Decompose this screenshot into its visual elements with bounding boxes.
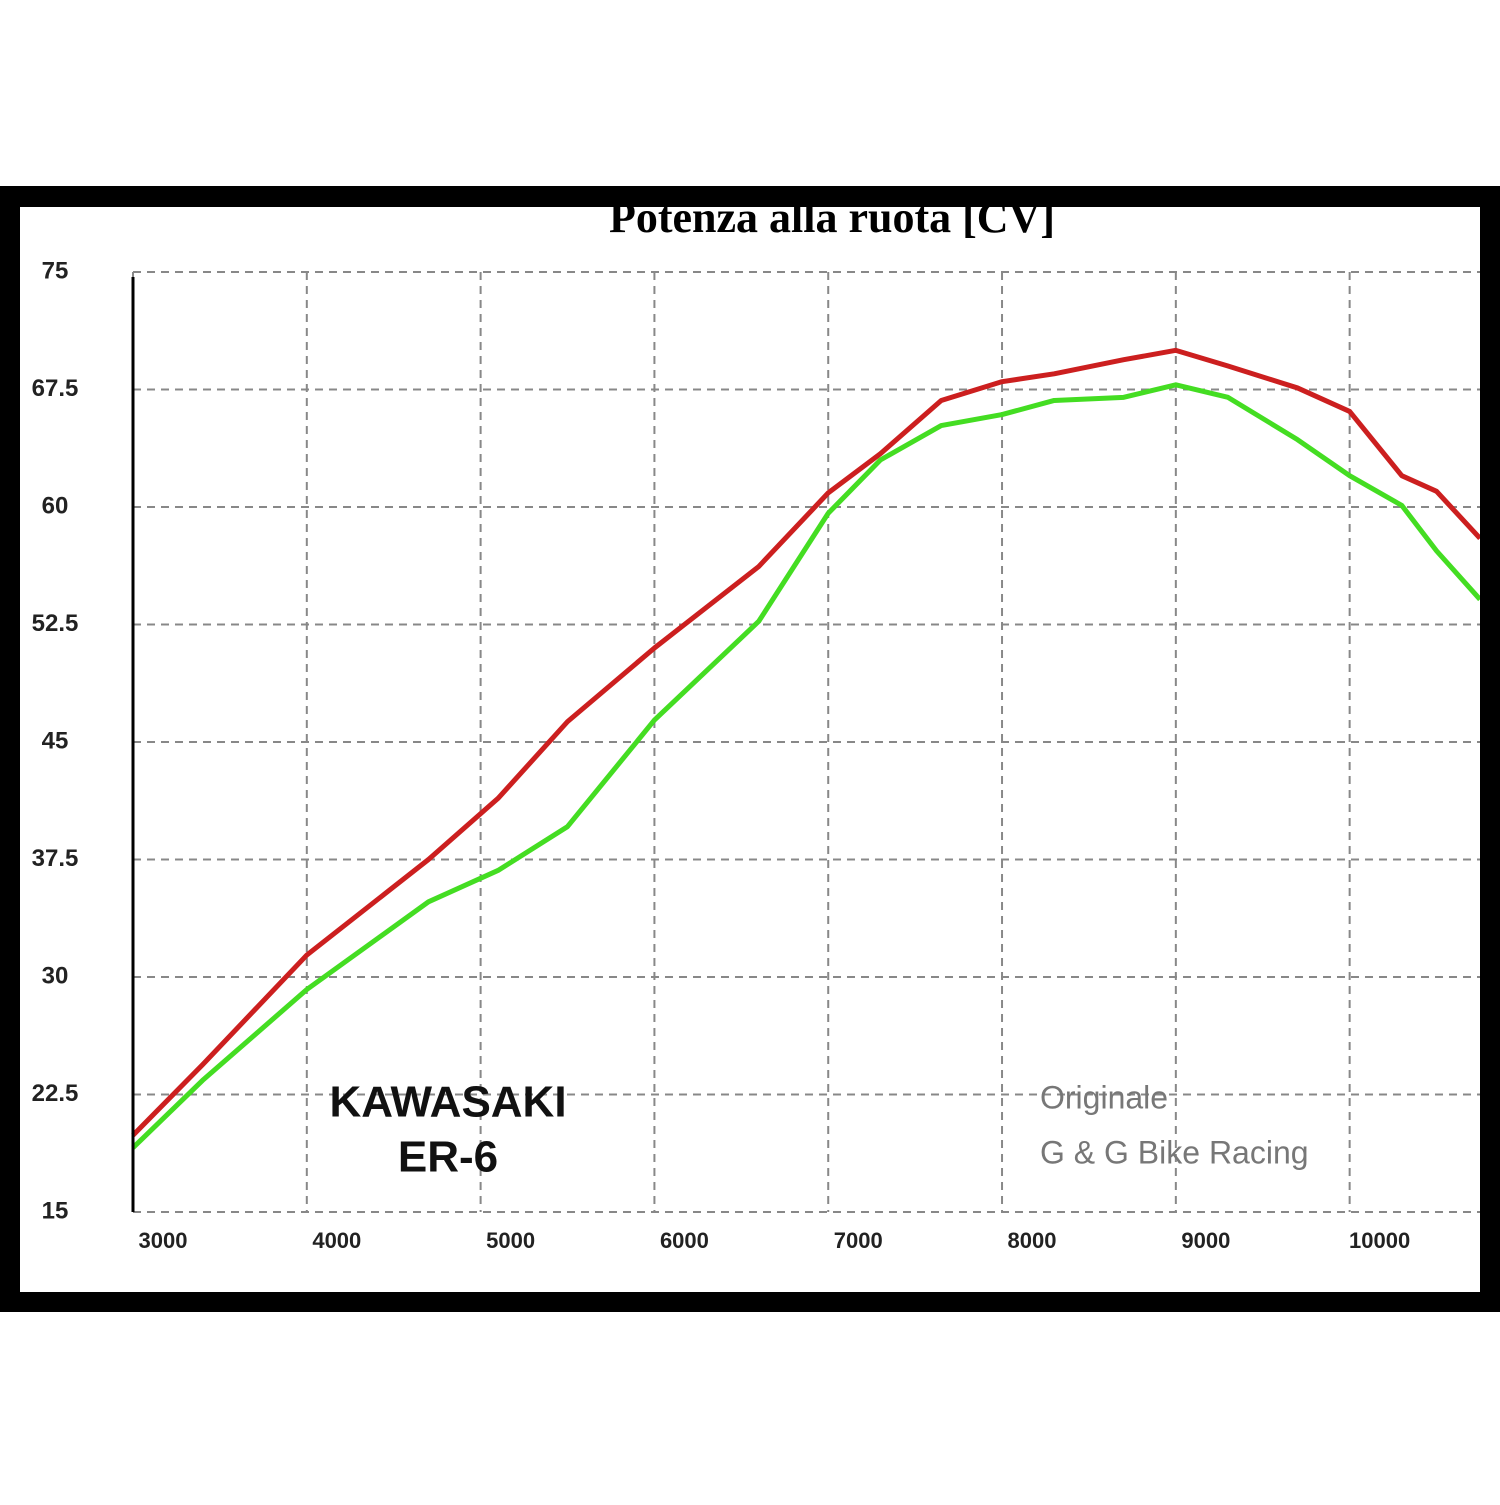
line-series [131,347,1480,1137]
x-tick-label: 9000 [1181,1228,1230,1253]
y-tick-label: 52.5 [32,610,79,637]
x-tick-label: 3000 [139,1228,188,1253]
plot-background [20,207,1480,1292]
line-series [131,382,1480,1150]
annotation: KAWASAKI [329,1078,566,1127]
y-tick-label: 30 [42,962,69,989]
x-tick-label: 10000 [1349,1228,1410,1253]
y-tick-label: 60 [42,492,69,519]
y-tick-label: 15 [42,1197,69,1224]
y-tick-label: 75 [42,257,69,284]
y-tick-label: 45 [42,727,69,754]
x-tick-label: 8000 [1008,1228,1057,1253]
legend-entry: G & G Bike Racing [1040,1134,1309,1170]
x-tick-label: 4000 [312,1228,361,1253]
annotation: ER-6 [398,1133,498,1182]
x-tick-label: 6000 [660,1228,709,1253]
chart-title: Potenza alla ruota [CV] [609,193,1055,242]
x-tick-label: 5000 [486,1228,535,1253]
y-tick-label: 22.5 [32,1080,79,1107]
y-tick-label: 67.5 [32,375,79,402]
x-tick-label: 7000 [834,1228,883,1253]
legend-entry: Originale [1040,1079,1168,1115]
y-tick-label: 37.5 [32,845,79,872]
